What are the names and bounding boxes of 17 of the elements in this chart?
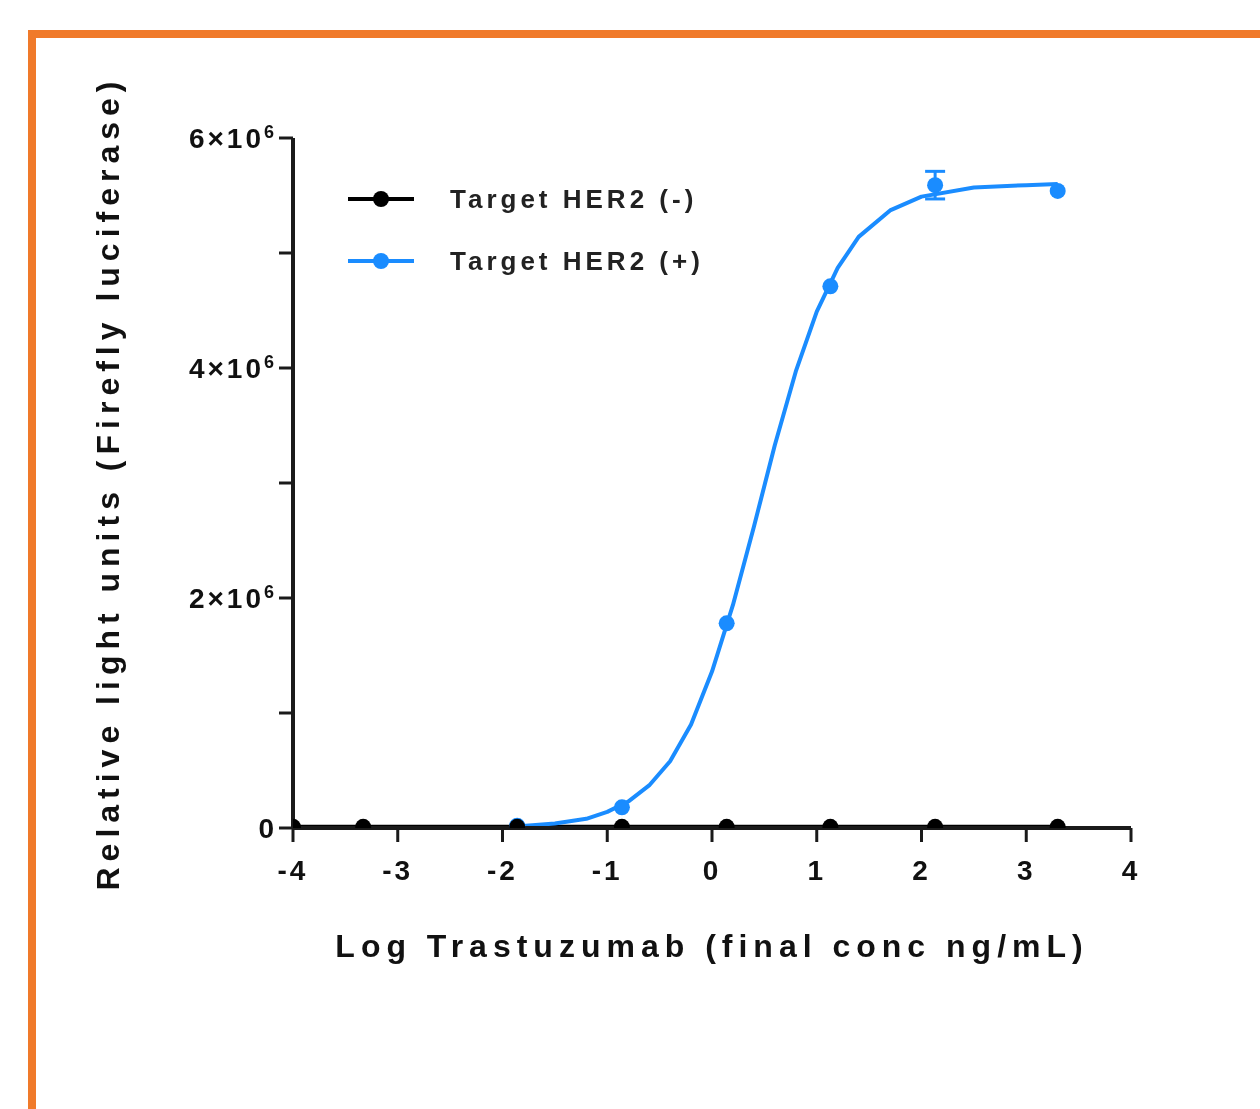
y-tick-label: 0 [258,812,277,844]
x-tick-label: -2 [487,854,518,886]
y-tick-label: 2×10$^{6}$ [188,581,277,614]
x-tick-label: -1 [591,854,623,886]
legend-label: Target HER2 (-) [450,183,698,215]
x-tick-label: -3 [382,854,414,886]
x-tick-label: 4 [1121,854,1141,886]
y-axis-title: Relative light units (Firefly luciferase) [90,75,127,891]
x-tick-label: -4 [277,854,309,886]
x-tick-label: 3 [1016,854,1036,886]
x-tick-label: 0 [702,854,722,886]
legend-label: Target HER2 (+) [450,245,704,277]
x-tick-label: 1 [807,854,827,886]
x-tick-label: 2 [912,854,931,886]
y-tick-label: 4×10$^{6}$ [188,351,277,384]
y-tick-label: 6×10$^{6}$ [188,121,277,154]
x-axis-title: Log Trastuzumab (final conc ng/mL) [335,928,1089,964]
